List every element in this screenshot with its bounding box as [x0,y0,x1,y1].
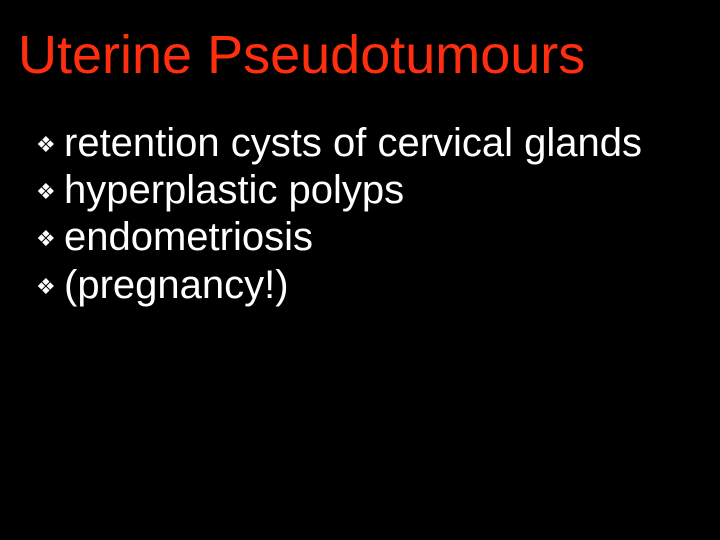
list-item: ❖ (pregnancy!) [36,262,680,309]
diamond-bullet-icon: ❖ [36,262,64,300]
list-item-text: endometriosis [64,214,313,261]
list-item: ❖ endometriosis [36,214,680,261]
list-item: ❖ hyperplastic polyps [36,167,680,214]
slide-title: Uterine Pseudotumours [18,24,585,86]
list-item: ❖ retention cysts of cervical glands [36,120,680,167]
list-item-text: retention cysts of cervical glands [64,120,642,167]
slide: Uterine Pseudotumours ❖ retention cysts … [0,0,720,540]
diamond-bullet-icon: ❖ [36,167,64,205]
diamond-bullet-icon: ❖ [36,214,64,252]
list-item-text: hyperplastic polyps [64,167,404,214]
diamond-bullet-icon: ❖ [36,120,64,158]
list-item-text: (pregnancy!) [64,262,289,309]
slide-body: ❖ retention cysts of cervical glands ❖ h… [36,120,680,309]
